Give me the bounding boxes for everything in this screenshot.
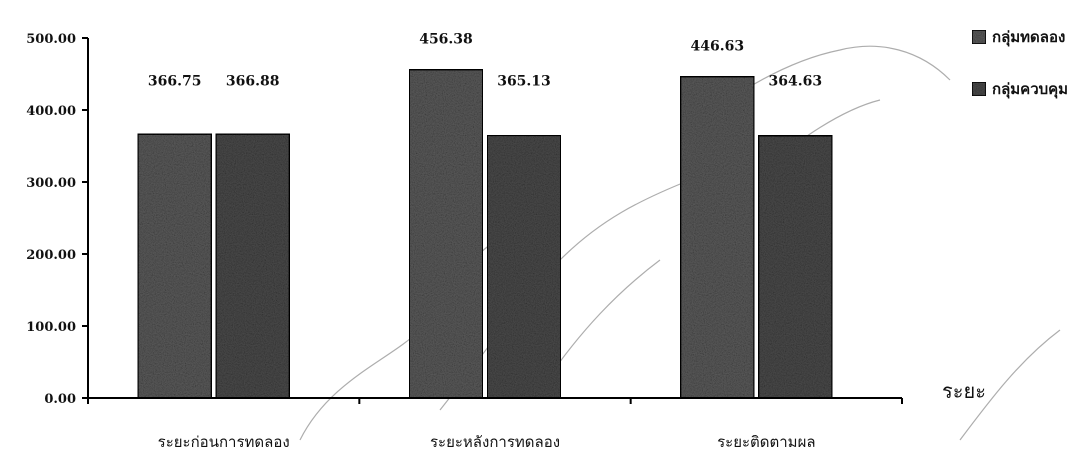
data-labels: 366.75 366.88 456.38 365.13 446.63 364.63 — [148, 31, 822, 89]
legend-label: กลุ่มทดลอง — [992, 28, 1065, 47]
bar-experimental-0 — [136, 132, 213, 399]
data-label: 366.75 — [148, 74, 202, 90]
category-label: ระยะก่อนการทดลอง — [158, 433, 290, 451]
category-labels: ระยะก่อนการทดลอง ระยะหลังการทดลอง ระยะติดต… — [158, 433, 816, 451]
x-axis-title: ระยะ — [942, 379, 986, 403]
data-label: 365.13 — [497, 74, 551, 90]
bar-control-2 — [757, 134, 834, 399]
y-tick-label: 200.00 — [26, 248, 76, 263]
y-tick-label: 500.00 — [26, 32, 76, 47]
legend-label: กลุ่มควบคุม — [992, 80, 1068, 99]
bar-control-1 — [486, 134, 562, 399]
bar-experimental-1 — [408, 68, 484, 399]
y-tick-label: 0.00 — [44, 392, 76, 407]
category-label: ระยะติดตามผล — [717, 433, 815, 451]
data-label: 446.63 — [691, 38, 745, 54]
category-label: ระยะหลังการทดลอง — [430, 433, 560, 451]
y-tick-label: 400.00 — [26, 104, 76, 119]
x-axis-ticks — [87, 398, 903, 404]
y-axis-ticks: 0.00 100.00 200.00 300.00 400.00 500.00 — [26, 32, 88, 407]
y-tick-label: 100.00 — [26, 320, 76, 335]
bars — [136, 68, 834, 400]
data-label: 366.88 — [226, 74, 280, 90]
bar-experimental-2 — [679, 75, 756, 400]
y-tick-label: 300.00 — [26, 176, 76, 191]
data-label: 456.38 — [419, 31, 473, 47]
data-label: 364.63 — [769, 74, 823, 90]
bar-control-0 — [214, 132, 291, 399]
legend-swatch — [971, 29, 987, 45]
legend-swatch — [971, 81, 987, 97]
